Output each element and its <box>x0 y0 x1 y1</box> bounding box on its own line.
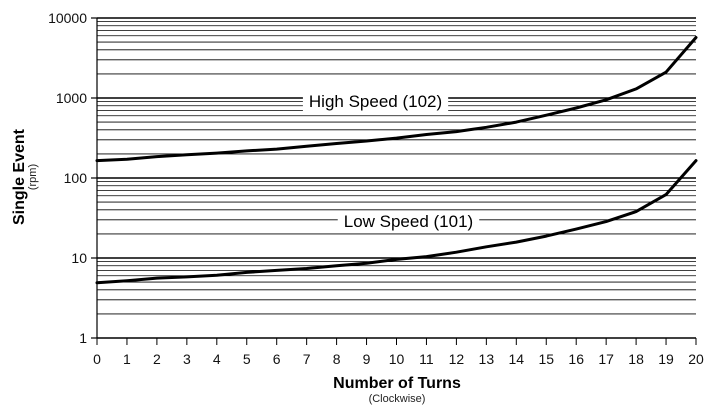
x-tick-label: 5 <box>243 351 251 367</box>
grid <box>91 17 697 345</box>
x-tick-label: 1 <box>123 351 131 367</box>
x-axis-subtitle: (Clockwise) <box>369 393 426 405</box>
x-tick-label: 16 <box>568 351 584 367</box>
x-tick-label: 4 <box>213 351 221 367</box>
y-axis-subtitle: (rpm) <box>27 164 39 190</box>
x-tick-label: 11 <box>419 351 434 367</box>
series-labels: High Speed (102) Low Speed (101) <box>302 91 480 231</box>
y-tick-label: 10 <box>71 250 87 266</box>
series-lines <box>95 36 698 285</box>
x-tick-label: 19 <box>658 351 674 367</box>
x-tick-label: 17 <box>598 351 614 367</box>
x-tick-label: 12 <box>449 351 465 367</box>
series-label-1: Low Speed (101) <box>344 212 473 231</box>
series-label-background <box>337 211 480 231</box>
x-tick-label: 14 <box>509 351 525 367</box>
y-axis-title: Single Event <box>11 128 28 225</box>
x-tick-label: 18 <box>628 351 644 367</box>
y-tick-label: 1 <box>79 330 87 346</box>
x-tick-label: 2 <box>153 351 161 367</box>
x-tick-label: 3 <box>183 351 191 367</box>
y-tick-label: 1000 <box>56 90 87 106</box>
series-label-background <box>302 91 449 111</box>
x-tick-label: 13 <box>479 351 495 367</box>
x-tick-label: 10 <box>389 351 405 367</box>
x-tick-label: 15 <box>538 351 554 367</box>
series-label-0: High Speed (102) <box>309 92 442 111</box>
series-line-1 <box>95 159 698 285</box>
x-tick-label: 8 <box>333 351 341 367</box>
y-tick-labels: 1 10 100 1000 10000 <box>48 10 87 346</box>
x-tick-labels: 0 1 2 3 4 5 6 7 8 9 10 11 12 13 14 15 16 17 18 19 20 <box>93 351 704 367</box>
y-tick-label: 100 <box>64 170 88 186</box>
x-tick-label: 7 <box>303 351 311 367</box>
y-tick-label: 10000 <box>48 10 87 26</box>
x-tick-label: 20 <box>688 351 704 367</box>
x-tick-label: 0 <box>93 351 101 367</box>
x-tick-label: 6 <box>273 351 281 367</box>
x-axis-title: Number of Turns <box>333 375 461 392</box>
x-tick-label: 9 <box>363 351 371 367</box>
series-line-0 <box>95 36 698 163</box>
